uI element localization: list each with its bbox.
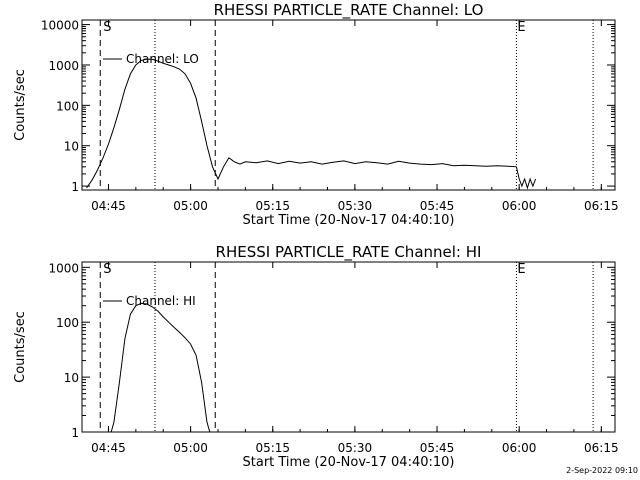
panel-1: RHESSI PARTICLE_RATE Channel: LO 04:45 05:… — [13, 1, 619, 228]
x-axis-label: Start Time (20-Nov-17 04:40:10) — [243, 455, 455, 470]
legend-label: Channel: HI — [126, 294, 196, 308]
figure-timestamp: 2-Sep-2022 09:10 — [566, 466, 638, 475]
x-tick-label: 05:30 — [338, 441, 373, 455]
start-marker-label: S — [103, 20, 111, 35]
series-line — [86, 58, 537, 190]
y-tick-label: 1 — [71, 426, 79, 440]
x-tick-label: 06:15 — [584, 441, 619, 455]
plot-frame — [81, 19, 616, 191]
y-tick-label: 100 — [56, 316, 79, 330]
x-tick-label: 04:45 — [91, 441, 126, 455]
start-marker-label: S — [103, 262, 111, 277]
y-tick-label: 100 — [56, 99, 79, 113]
y-tick-label: 10 — [64, 140, 79, 154]
y-axis-label: Counts/sec — [13, 311, 28, 383]
x-tick-label: 06:00 — [502, 199, 537, 213]
y-tick-label: 10000 — [41, 19, 79, 33]
y-tick-label: 1000 — [48, 261, 79, 275]
x-tick-label: 05:15 — [255, 441, 290, 455]
x-tick-label: 04:45 — [91, 199, 126, 213]
chart-title: RHESSI PARTICLE_RATE Channel: LO — [214, 1, 484, 20]
x-tick-label: 05:00 — [173, 199, 208, 213]
y-tick-label: 10 — [64, 371, 79, 385]
y-tick-label: 1000 — [48, 59, 79, 73]
x-axis-label: Start Time (20-Nov-17 04:40:10) — [243, 213, 455, 228]
series-line — [110, 302, 211, 432]
legend-label: Channel: LO — [126, 52, 199, 66]
panel-2: RHESSI PARTICLE_RATE Channel: HI 04:45 05:… — [13, 243, 619, 470]
y-tick-label: 1 — [71, 180, 79, 194]
plot-frame — [81, 261, 616, 433]
x-tick-label: 05:45 — [420, 441, 455, 455]
x-tick-label: 06:15 — [584, 199, 619, 213]
chart-title: RHESSI PARTICLE_RATE Channel: HI — [216, 243, 482, 262]
x-tick-label: 05:30 — [338, 199, 373, 213]
x-tick-label: 05:00 — [173, 441, 208, 455]
x-tick-label: 05:45 — [420, 199, 455, 213]
end-marker-label: E — [517, 262, 525, 277]
x-tick-label: 06:00 — [502, 441, 537, 455]
end-marker-label: E — [517, 20, 525, 35]
y-axis-label: Counts/sec — [13, 69, 28, 141]
x-tick-label: 05:15 — [255, 199, 290, 213]
